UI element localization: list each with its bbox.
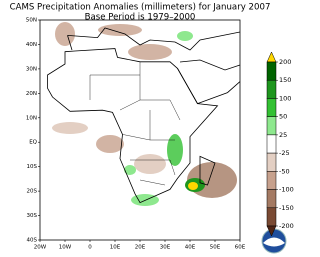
country-borders <box>89 62 181 186</box>
colorbar-label: 100 <box>279 94 291 102</box>
colorbar-end <box>266 225 277 237</box>
logo-bird <box>263 237 285 247</box>
y-tick-label: 10N <box>26 115 37 121</box>
y-tick-label: 10S <box>27 164 38 170</box>
colorbar-segment <box>266 61 277 81</box>
y-tick-label: 30N <box>26 66 37 72</box>
colorbar-segment <box>266 171 277 190</box>
chart-title: CAMS Precipitation Anomalies (millimeter… <box>10 3 271 13</box>
wet-area <box>124 165 136 175</box>
coastlines <box>47 27 241 204</box>
chart: CAMS Precipitation Anomalies (millimeter… <box>10 3 294 254</box>
europe-coast <box>67 27 241 51</box>
x-tick-label: 40E <box>185 245 196 251</box>
x-tick-label: 20W <box>34 245 47 251</box>
wet-area <box>177 31 193 41</box>
dry-area <box>134 154 166 174</box>
dry-area <box>98 24 142 36</box>
y-tick-label: EQ <box>29 140 37 146</box>
x-tick-label: 20E <box>135 245 146 251</box>
x-tick-label: 10E <box>110 245 121 251</box>
dry-area <box>52 122 88 134</box>
arabia-coast <box>177 59 241 105</box>
colorbar-label: 25 <box>279 131 287 139</box>
colorbar-label: 50 <box>279 113 287 121</box>
colorbar-segment <box>266 116 277 136</box>
x-tick-label: 50E <box>210 245 221 251</box>
chart-subtitle: Base Period is 1979–2000 <box>85 13 196 23</box>
colorbar-segment <box>266 152 277 172</box>
anomaly-shading <box>52 22 237 206</box>
noaa-logo <box>261 228 287 254</box>
y-tick-label: 20S <box>27 189 38 195</box>
colorbar-label: -100 <box>279 186 294 194</box>
x-tick-label: 60E <box>235 245 246 251</box>
y-tick-label: 20N <box>26 91 37 97</box>
wet-area <box>167 134 183 166</box>
colorbar-segment <box>266 189 277 209</box>
colorbar-segment <box>266 207 277 227</box>
colorbar-label: -25 <box>279 149 290 157</box>
dry-area <box>128 44 172 60</box>
colorbar-label: 150 <box>279 76 291 84</box>
colorbar-label: -200 <box>279 222 294 230</box>
colorbar-label: 200 <box>279 58 291 66</box>
colorbar-label: -50 <box>279 167 290 175</box>
y-tick-label: 30S <box>27 213 38 219</box>
wet-area <box>188 182 198 190</box>
y-tick-label: 40S <box>27 238 38 244</box>
x-tick-label: 0 <box>88 245 92 251</box>
dry-area <box>55 22 75 46</box>
colorbar-segment <box>266 79 277 99</box>
x-tick-label: 30E <box>160 245 171 251</box>
africa-coast <box>47 48 219 204</box>
y-tick-label: 50N <box>26 18 37 24</box>
colorbar-segment <box>266 134 277 154</box>
dry-area <box>96 135 124 153</box>
y-tick-label: 40N <box>26 42 37 48</box>
colorbar-segment <box>266 98 277 117</box>
colorbar-label: -150 <box>279 204 294 212</box>
x-tick-label: 10W <box>59 245 72 251</box>
madagascar-coast <box>199 155 216 186</box>
colorbar-end <box>266 51 277 63</box>
